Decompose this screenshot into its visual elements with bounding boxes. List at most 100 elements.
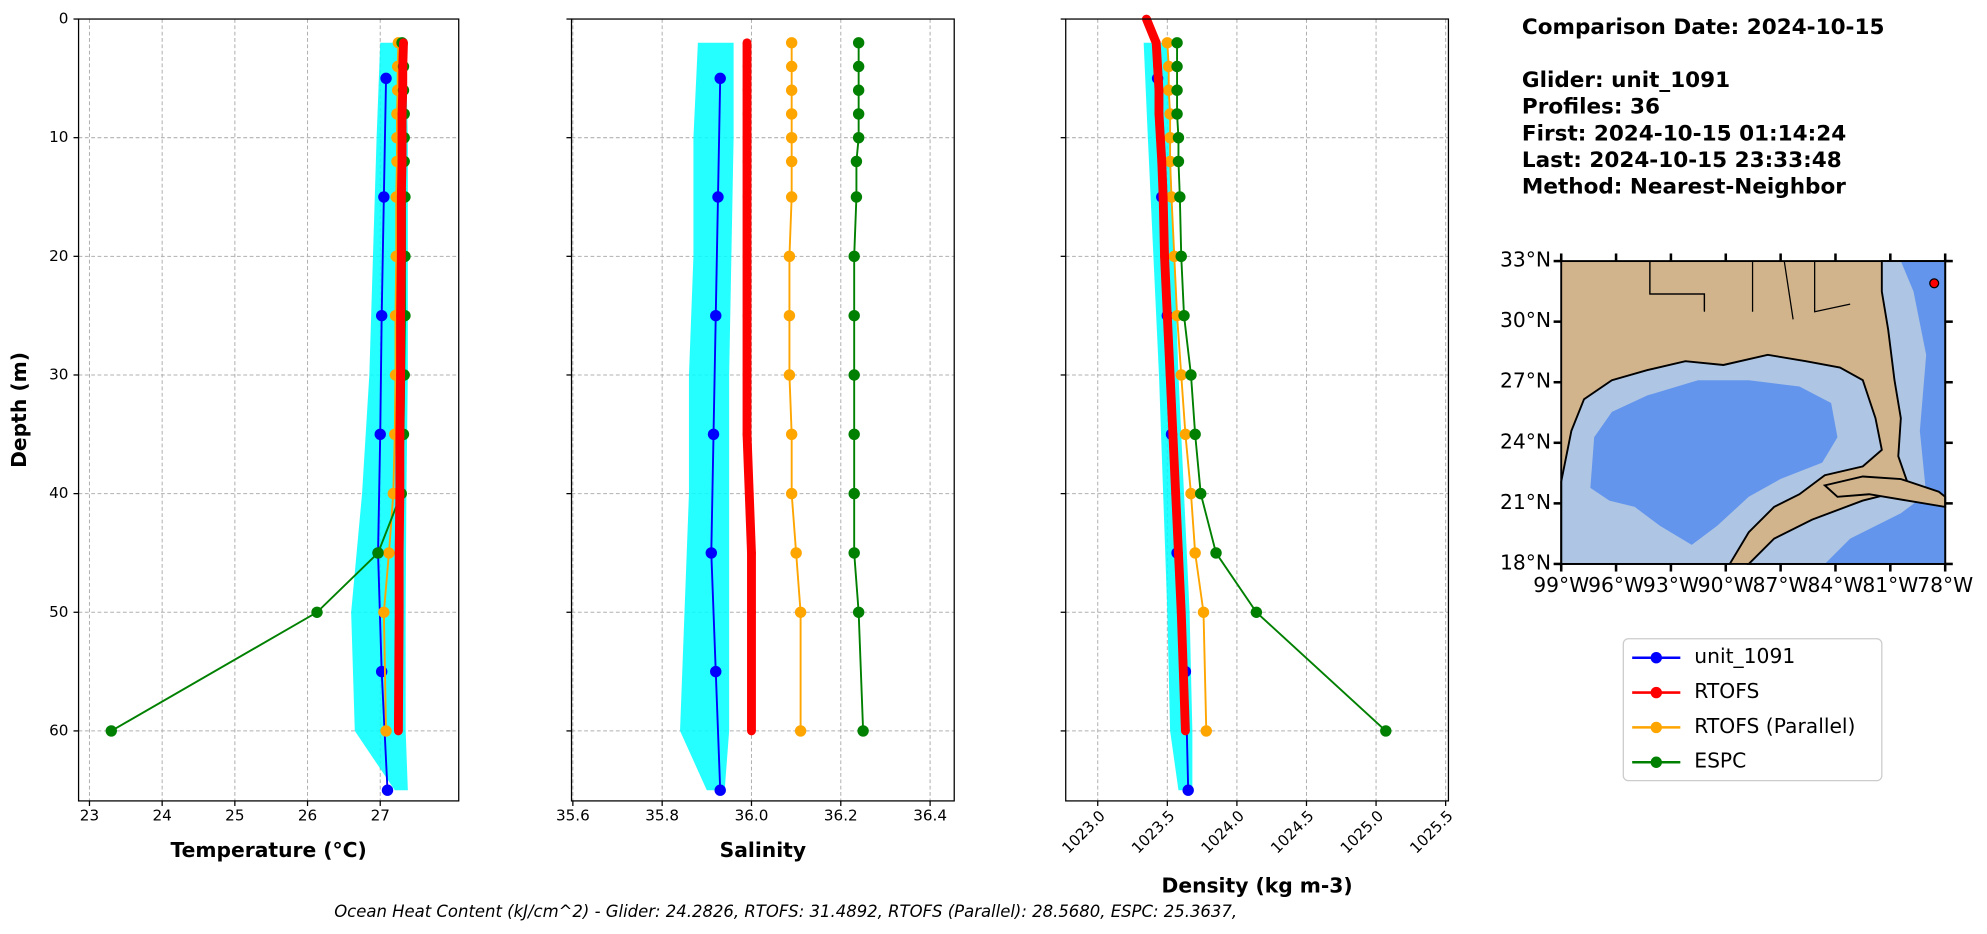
info-line: Comparison Date: 2024-10-15 <box>1522 15 1885 40</box>
series-point <box>1160 251 1169 261</box>
series-point <box>378 606 390 618</box>
series-line <box>393 42 408 731</box>
x-tick-label: 1025.0 <box>1337 807 1387 857</box>
series-point <box>785 131 798 144</box>
series-point <box>742 311 752 321</box>
series-point <box>714 72 726 85</box>
series-point <box>785 108 798 120</box>
x-tick-label: 1024.0 <box>1198 807 1248 857</box>
series-point <box>1153 62 1163 71</box>
series-point <box>785 191 798 203</box>
series-point <box>1178 309 1190 322</box>
x-axis-label: Salinity <box>720 838 806 862</box>
series-point <box>105 725 117 737</box>
info-line: Profiles: 36 <box>1522 95 1660 120</box>
y-tick-label: 40 <box>49 484 68 502</box>
series-point <box>710 665 722 678</box>
y-tick-label: 20 <box>49 247 68 265</box>
series-point <box>852 84 865 96</box>
series-point <box>785 37 798 49</box>
series-point <box>1185 487 1197 500</box>
y-tick-label: 50 <box>49 603 68 621</box>
series-point <box>714 784 726 796</box>
series-point <box>1175 369 1187 381</box>
series-point <box>742 62 752 71</box>
series-point <box>1189 428 1201 440</box>
x-tick-label: 25 <box>225 807 244 825</box>
series-point <box>1172 131 1185 144</box>
legend-box <box>1622 638 1883 782</box>
legend-label: RTOFS <box>1694 679 1759 703</box>
series-point <box>848 428 860 440</box>
series-point <box>397 133 407 143</box>
series-point <box>710 309 722 322</box>
series-point <box>742 38 752 48</box>
info-line: Method: Nearest-Neighbor <box>1522 175 1846 200</box>
axes-frame <box>1065 18 1450 802</box>
map-y-tick-label: 33°N <box>1500 248 1551 272</box>
series-point <box>1163 60 1175 73</box>
info-line: Last: 2024-10-15 23:33:48 <box>1522 148 1842 173</box>
series-point <box>1195 487 1207 500</box>
series-point <box>1197 606 1210 618</box>
series-point <box>850 155 863 168</box>
map-x-tick-label: 78°W <box>1917 573 1973 597</box>
series-point <box>1163 84 1175 96</box>
map-y-tick-label: 18°N <box>1500 550 1551 574</box>
x-tick-label: 24 <box>152 807 171 825</box>
x-tick-label: 1025.5 <box>1406 807 1456 857</box>
series-point <box>396 311 406 321</box>
legend-label: ESPC <box>1694 749 1746 773</box>
series-point <box>380 725 392 737</box>
axes-frame <box>570 18 955 802</box>
map-frame <box>1560 260 1947 565</box>
series-point <box>1176 607 1186 617</box>
series-point <box>1182 784 1194 796</box>
series-point <box>785 84 798 96</box>
series-point <box>398 85 408 95</box>
x-tick-label: 1023.5 <box>1128 807 1178 857</box>
series-point <box>1164 131 1176 144</box>
series-line <box>1142 17 1190 732</box>
series-point <box>852 37 865 49</box>
series-point <box>742 370 752 380</box>
series-point <box>372 547 384 559</box>
series-point <box>1155 133 1165 143</box>
panel: 1023.0 1023.5 1024.0 1024.5 1025.0 1025.5 Dens… <box>1059 14 1457 898</box>
series-point <box>1164 155 1176 168</box>
series-point <box>374 428 386 440</box>
series-point <box>1158 192 1168 202</box>
y-axis-label: Depth (m) <box>7 352 31 468</box>
series-point <box>1171 108 1183 120</box>
x-axis-label: Density (kg m-3) <box>1162 874 1353 898</box>
map-deep <box>1590 380 1838 545</box>
map-x-tick-label: 81°W <box>1862 573 1918 597</box>
x-tick-label: 1024.5 <box>1267 807 1317 857</box>
series-point <box>742 192 752 202</box>
series-point <box>383 547 395 559</box>
series-point <box>742 133 752 143</box>
series-point <box>1165 370 1175 380</box>
series-point <box>848 547 860 559</box>
map-x-tick-label: 84°W <box>1807 573 1863 597</box>
series-point <box>848 309 860 322</box>
series-point <box>742 429 752 439</box>
map-y-tick-label: 27°N <box>1500 369 1551 393</box>
series-point <box>742 156 752 166</box>
series-point <box>396 192 406 202</box>
series-point <box>742 251 752 261</box>
series-point <box>1171 60 1183 73</box>
x-tick-label: 36.2 <box>824 807 858 825</box>
series-point <box>850 191 863 203</box>
axes-frame <box>77 18 460 802</box>
series-point <box>744 489 754 499</box>
map-x-tick-label: 99°W <box>1533 573 1589 597</box>
series-point <box>1171 37 1183 49</box>
series-point <box>396 370 406 380</box>
series-point <box>1380 725 1392 737</box>
map-borders <box>1649 260 1851 320</box>
series-point <box>397 156 407 166</box>
series-point <box>1154 85 1164 95</box>
glider-profiles <box>680 42 734 791</box>
series-point <box>848 487 860 500</box>
